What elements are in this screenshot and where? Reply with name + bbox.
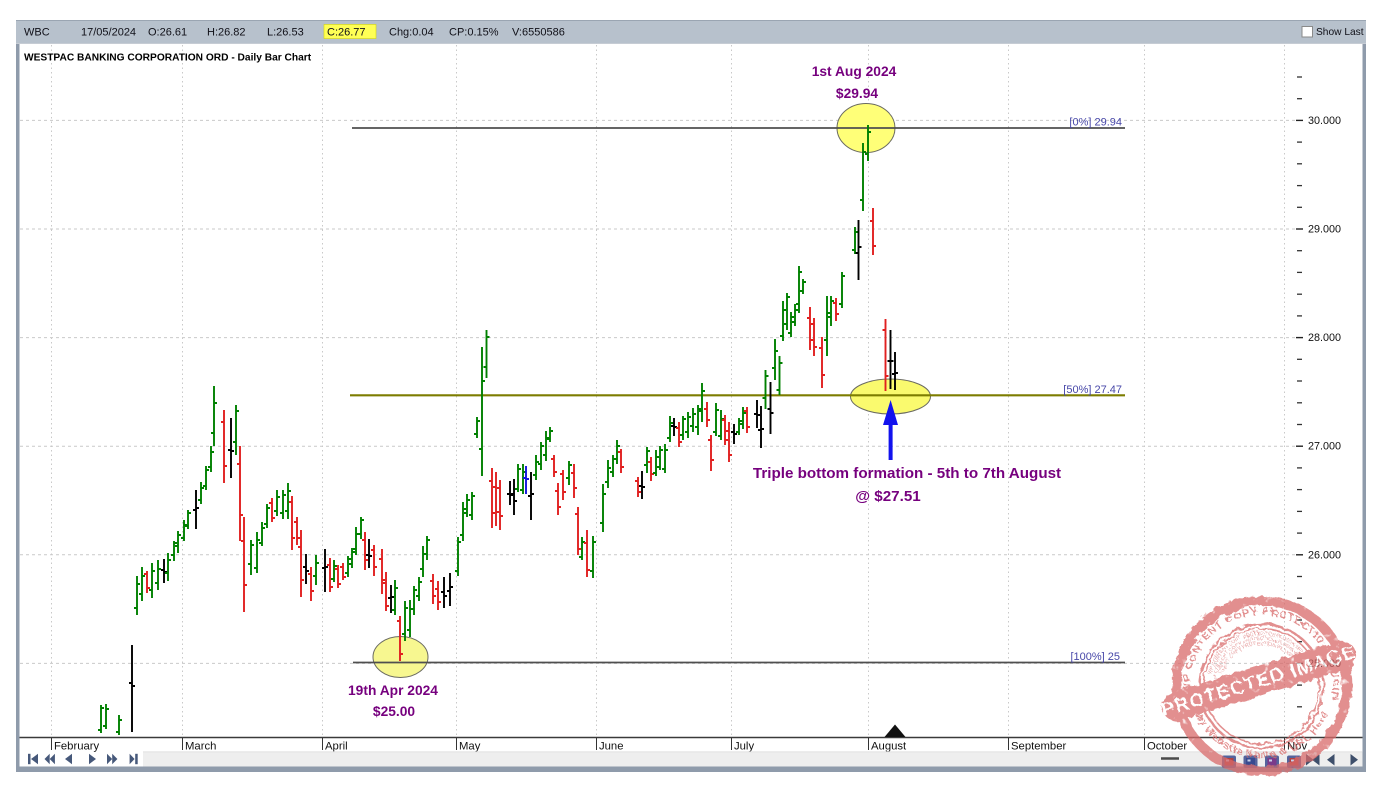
svg-text:30.000: 30.000 (1308, 115, 1341, 127)
svg-text:$29.94: $29.94 (836, 86, 879, 101)
svg-text:October: October (1147, 741, 1187, 753)
svg-text:[0%] 29.94: [0%] 29.94 (1069, 117, 1122, 129)
svg-text:September: September (1011, 741, 1066, 753)
svg-text:[100%] 25: [100%] 25 (1070, 651, 1120, 663)
svg-text:Nov: Nov (1287, 741, 1307, 753)
svg-text:H:26.82: H:26.82 (207, 27, 246, 39)
svg-text:July: July (734, 741, 754, 753)
svg-text:[50%] 27.47: [50%] 27.47 (1063, 384, 1122, 396)
svg-text:28.000: 28.000 (1308, 332, 1341, 344)
svg-text:WESTPAC BANKING CORPORATION OR: WESTPAC BANKING CORPORATION ORD - Daily … (24, 53, 312, 64)
svg-text:Show Last: Show Last (1316, 27, 1364, 38)
svg-text:Triple bottom formation - 5th: Triple bottom formation - 5th to 7th Aug… (753, 465, 1061, 482)
svg-text:CP:0.15%: CP:0.15% (449, 27, 499, 39)
svg-text:April: April (325, 741, 348, 753)
svg-text:O:26.61: O:26.61 (148, 27, 187, 39)
svg-text:19th Apr 2024: 19th Apr 2024 (348, 683, 438, 698)
svg-text:27.000: 27.000 (1308, 441, 1341, 453)
svg-text:L:26.53: L:26.53 (267, 27, 304, 39)
svg-text:March: March (185, 741, 216, 753)
svg-text:V:6550586: V:6550586 (512, 27, 565, 39)
svg-text:August: August (871, 741, 907, 753)
svg-text:26.000: 26.000 (1308, 549, 1341, 561)
svg-text:$25.00: $25.00 (373, 704, 416, 719)
svg-text:29.000: 29.000 (1308, 224, 1341, 236)
svg-text:Chg:0.04: Chg:0.04 (389, 27, 434, 39)
svg-text:1st Aug 2024: 1st Aug 2024 (812, 64, 897, 79)
svg-text:17/05/2024: 17/05/2024 (81, 27, 136, 39)
svg-text:February: February (54, 741, 100, 753)
svg-text:C:26.77: C:26.77 (327, 27, 366, 39)
svg-text:June: June (599, 741, 624, 753)
svg-text:@ $27.51: @ $27.51 (855, 488, 921, 505)
svg-text:May: May (459, 741, 481, 753)
svg-text:WBC: WBC (24, 27, 50, 39)
